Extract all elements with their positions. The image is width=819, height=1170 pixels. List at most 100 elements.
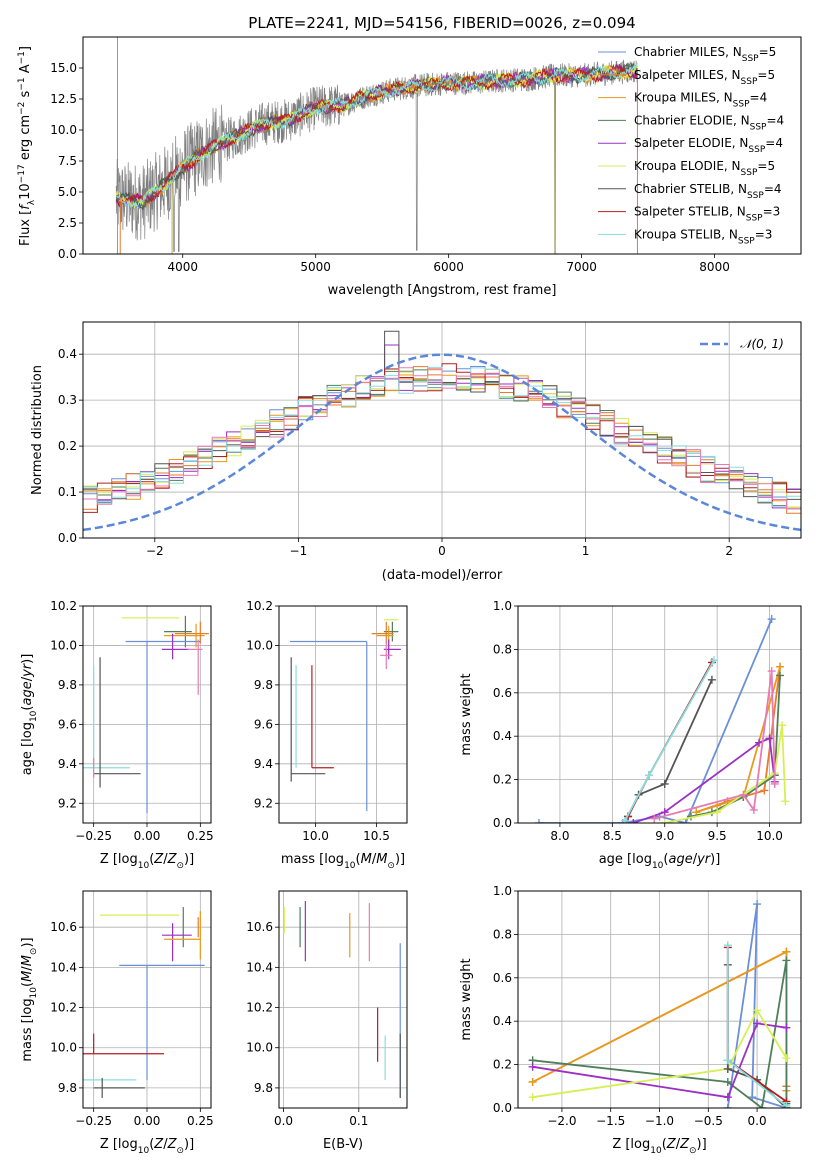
y-tick-label: 1.0	[493, 599, 512, 613]
mass-weight-marker	[629, 819, 638, 823]
mass-weight-marker	[660, 819, 669, 823]
y-tick-label: 9.2	[58, 796, 77, 810]
y-axis-label: mass [log10(M/M⊙)]	[20, 937, 39, 1061]
plot-area	[534, 615, 790, 823]
legend-label: 𝒩(0, 1)	[740, 337, 784, 351]
mass-weight-marker	[767, 615, 776, 624]
legend-label: Chabrier ELODIE, NSSP=4	[634, 113, 784, 132]
x-tick-label: −0.25	[75, 1114, 112, 1128]
y-tick-label: 5.0	[58, 185, 77, 199]
mass-weight-marker	[713, 808, 722, 817]
mass-weight-line	[532, 960, 788, 1108]
y-axis-label: mass weight	[459, 958, 474, 1040]
mass-weight-marker	[776, 662, 785, 671]
y-axis-label: Normed distribution	[30, 365, 45, 495]
mass-weight-line	[627, 679, 713, 817]
y-tick-label: 9.8	[254, 678, 273, 692]
mass-weight-marker	[723, 1093, 732, 1102]
mass-weight-line	[726, 903, 787, 1108]
y-tick-label: 10.2	[246, 599, 273, 613]
x-tick-label: 10.0	[302, 829, 329, 843]
y-tick-label: 0.6	[493, 686, 512, 700]
mass-weight-marker	[710, 656, 719, 665]
x-tick-label: 5000	[300, 260, 331, 274]
legend-label: Kroupa ELODIE, NSSP=5	[634, 159, 775, 178]
x-tick-label: 7000	[566, 260, 597, 274]
mass-weight-line	[532, 1022, 787, 1099]
plot-area	[528, 900, 791, 1108]
y-tick-label: 0.0	[493, 1101, 512, 1115]
y-tick-label: 12.5	[50, 92, 77, 106]
mass-weight-marker	[782, 947, 791, 956]
mass-weight-marker	[753, 900, 762, 909]
mass-weight-marker	[528, 1077, 537, 1086]
y-tick-label: 10.2	[246, 1001, 273, 1015]
plot-area	[115, 37, 638, 254]
mass-weight-marker	[757, 1104, 766, 1108]
axes-frame	[517, 605, 802, 824]
y-tick-label: 10.2	[50, 599, 77, 613]
plot-area	[283, 901, 401, 1098]
histogram-step	[83, 367, 801, 510]
plot-area	[83, 615, 209, 814]
y-tick-label: 0.6	[493, 971, 512, 985]
mass-weight-marker	[776, 671, 785, 680]
y-tick-label: 0.4	[58, 347, 77, 361]
mass-weight-marker	[650, 814, 659, 823]
mass-weight-marker	[723, 941, 732, 950]
x-tick-label: 0.00	[134, 829, 161, 843]
y-axis-label: age [log10(age/yr)]	[20, 654, 39, 776]
mass-weight-marker	[660, 808, 669, 817]
x-tick-label: −0.25	[75, 829, 112, 843]
x-tick-label: 8000	[699, 260, 730, 274]
y-tick-label: 9.4	[254, 757, 273, 771]
x-tick-label: −0.5	[694, 1114, 723, 1128]
age_vs_mass-panel: 10.0 10.5 9.2 9.4 9.6 9.8 10.0 10.2 mass [log10(…	[246, 599, 408, 871]
mass-weight-marker	[760, 786, 769, 795]
gaussian-reference-line	[83, 353, 801, 532]
x-tick-label: 4000	[167, 260, 198, 274]
x-tick-label: 0	[438, 544, 446, 558]
plot-area	[289, 619, 401, 812]
y-tick-label: 0.1	[58, 485, 77, 499]
y-axis-label: mass weight	[459, 673, 474, 755]
y-tick-label: 10.0	[246, 1041, 273, 1055]
legend-label: Salpeter ELODIE, NSSP=4	[634, 136, 783, 155]
mass-weight-line	[624, 659, 715, 822]
mass-weight-marker	[528, 1093, 537, 1102]
y-axis-label: Flux [fλ10−17 erg cm−2 s−1 A−1]	[17, 46, 37, 246]
mass-weight-marker	[778, 721, 787, 730]
y-tick-label: 10.6	[246, 920, 273, 934]
mass-weight-marker	[660, 779, 669, 788]
y-tick-label: 10.0	[50, 638, 77, 652]
x-axis-label: mass [log10(M/M⊙)]	[281, 852, 405, 871]
y-tick-label: 0.8	[493, 927, 512, 941]
y-tick-label: 9.8	[58, 1081, 77, 1095]
x-axis-label: Z [log10(Z/Z⊙)]	[100, 1137, 194, 1156]
mass-weight-marker	[739, 790, 748, 799]
y-tick-label: 10.0	[246, 638, 273, 652]
x-tick-label: −2	[146, 544, 164, 558]
mass-weight-marker	[753, 1006, 762, 1015]
y-tick-label: 9.2	[254, 796, 273, 810]
x-tick-label: 0.00	[134, 1114, 161, 1128]
spectrum-panel: 4000 5000 6000 7000 8000 0.0 2.5 5.0 7.5 10.0 12.5…	[17, 14, 802, 298]
x-tick-label: 0.25	[187, 1114, 214, 1128]
x-tick-label: −1.5	[596, 1114, 625, 1128]
legend-label: Salpeter STELIB, NSSP=3	[634, 205, 780, 224]
mass-weight-marker	[782, 1023, 791, 1032]
mass-weight-marker	[723, 1104, 732, 1108]
mass-weight-marker	[767, 667, 776, 676]
mass_vs_ebv-panel: 0.0 0.1 9.8 10.0 10.2 10.4 10.6 E(B-V)	[246, 890, 408, 1152]
y-tick-label: 9.8	[254, 1081, 273, 1095]
x-tick-label: 1	[582, 544, 590, 558]
model-line-chabrier-stelib	[115, 62, 638, 211]
x-axis-label: age [log10(age/yr)]	[599, 852, 721, 871]
mass-weight-marker	[681, 819, 690, 823]
x-axis-label: Z [log10(Z/Z⊙)]	[612, 1137, 706, 1156]
plot-area	[83, 907, 205, 1098]
mass-weight-marker	[782, 1054, 791, 1063]
y-tick-label: 0.0	[493, 816, 512, 830]
axes-frame	[278, 890, 408, 1109]
x-tick-label: −1.0	[645, 1114, 674, 1128]
